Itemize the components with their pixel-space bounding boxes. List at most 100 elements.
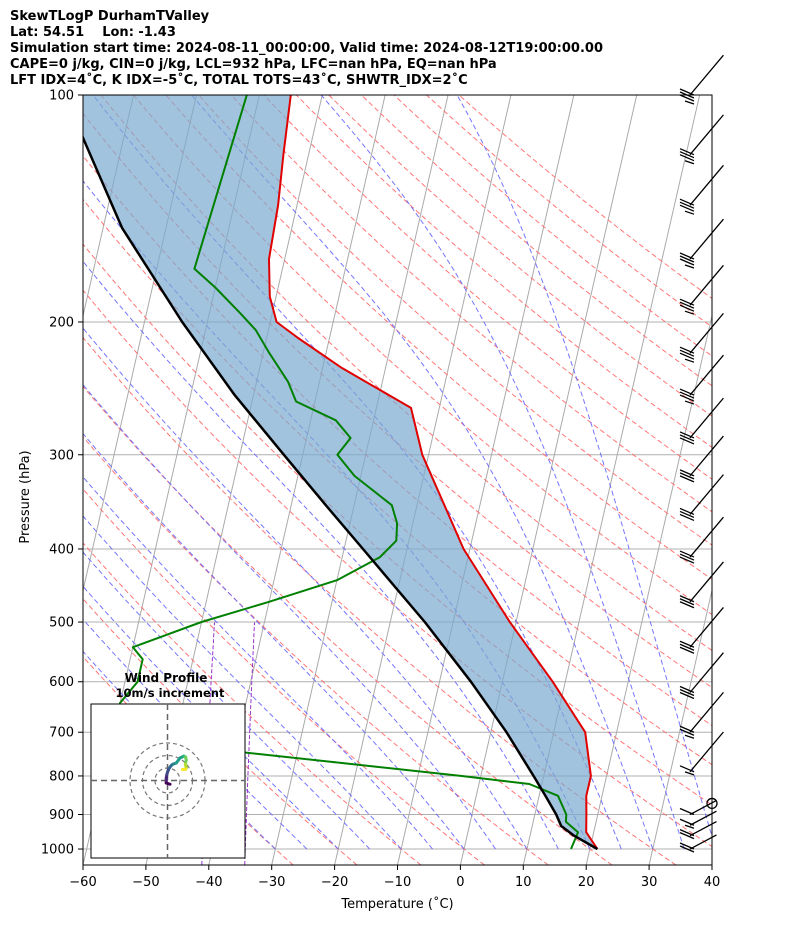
time-label: Simulation start time: 2024-08-11_00:00:… xyxy=(10,41,603,56)
wind-barb-shaft xyxy=(689,820,717,837)
wind-barb-flag xyxy=(679,472,695,480)
dry-adiabat-line xyxy=(393,95,712,357)
wind-barb-flag xyxy=(679,91,695,99)
wind-barb-flag xyxy=(679,829,695,837)
dry-adiabat-line xyxy=(426,95,712,328)
wind-barb xyxy=(679,474,724,522)
isotherm-line xyxy=(0,95,71,865)
wind-barb-shaft xyxy=(689,164,724,206)
wind-barb-flag xyxy=(679,198,695,206)
x-tick-label: −60 xyxy=(69,875,96,890)
wind-barb-shaft xyxy=(689,561,724,603)
y-tick-label: 1000 xyxy=(41,843,74,858)
dry-adiabat-line xyxy=(361,95,712,387)
wind-barb-shaft xyxy=(689,264,724,306)
wind-barb xyxy=(679,799,717,816)
wind-barb-flag xyxy=(679,388,695,396)
wind-barb-flag xyxy=(679,352,695,360)
y-tick-label: 100 xyxy=(49,89,74,104)
wind-barb xyxy=(679,164,724,215)
location-label: Lat: 54.51 Lon: -1.43 xyxy=(10,25,176,40)
wind-barb-shaft xyxy=(689,435,724,477)
wind-barb xyxy=(679,834,717,853)
wind-barb-flag xyxy=(679,349,695,357)
moist-adiabat-line xyxy=(83,515,402,850)
wind-barb-flag xyxy=(679,434,695,442)
wind-barb-shaft xyxy=(689,799,717,816)
moist-adiabat-line xyxy=(191,95,654,850)
wind-barb-flag xyxy=(679,598,695,606)
isotherm-line xyxy=(711,862,712,865)
wind-barb-shaft xyxy=(689,810,717,826)
parcel-line xyxy=(83,134,599,851)
wind-barb-calm xyxy=(706,797,718,810)
x-tick-label: 0 xyxy=(456,875,464,890)
wind-barb-flag xyxy=(679,346,695,354)
moist-adiabat-line xyxy=(83,260,559,850)
x-tick-label: 20 xyxy=(578,875,595,890)
wind-barb-flag xyxy=(679,148,695,156)
dry-adiabat-line xyxy=(458,95,712,300)
wind-barb-flag xyxy=(679,550,695,558)
wind-barb-shaft xyxy=(689,652,724,693)
x-tick-label: 10 xyxy=(515,875,532,890)
wind-barb-shaft xyxy=(689,606,724,648)
moist-adiabat-line xyxy=(83,585,339,850)
wind-barb-shaft xyxy=(689,474,724,515)
wind-barb-flag xyxy=(679,510,695,519)
wind-barb xyxy=(679,54,724,105)
wind-barb-shaft xyxy=(689,397,724,439)
wind-barb-flag xyxy=(679,475,695,483)
moist-adiabat-line xyxy=(83,618,308,850)
wind-barb-half-flag xyxy=(684,771,695,776)
wind-barb-flag xyxy=(679,595,695,603)
hodograph-title: Wind Profile xyxy=(125,671,208,685)
isotherm-line xyxy=(83,95,135,318)
dry-adiabat-line xyxy=(83,336,677,865)
wind-barb-flag xyxy=(679,842,695,850)
wind-barb xyxy=(679,397,724,445)
dry-adiabat-line xyxy=(83,436,549,865)
wind-barb-half-flag xyxy=(684,358,695,363)
wind-barb-flag xyxy=(679,255,695,263)
wind-barb-flag xyxy=(679,688,695,697)
dry-adiabat-line xyxy=(83,542,422,865)
mixing-ratio-line xyxy=(244,622,255,865)
wind-barb-flag xyxy=(679,301,695,309)
wind-barb-flag xyxy=(679,646,695,654)
x-tick-label: −10 xyxy=(384,875,411,890)
wind-barb-shaft xyxy=(689,312,724,354)
wind-barb-flag xyxy=(679,204,695,212)
wind-barb-flag xyxy=(679,507,695,516)
wind-barb xyxy=(679,354,724,405)
wind-barb xyxy=(679,810,717,829)
plot-area xyxy=(0,95,712,865)
moist-adiabat-line xyxy=(320,95,685,850)
wind-barb-half-flag xyxy=(684,734,695,739)
wind-barb-flag xyxy=(679,154,695,162)
y-tick-label: 600 xyxy=(49,675,74,690)
wind-barb-flag xyxy=(679,765,695,773)
wind-barb-shaft xyxy=(689,731,724,773)
cape-indices-label: CAPE=0 j/kg, CIN=0 j/kg, LCL=932 hPa, LF… xyxy=(10,57,497,72)
wind-barb-flag xyxy=(679,728,695,736)
wind-barb xyxy=(679,731,724,776)
wind-barb-half-flag xyxy=(684,264,695,269)
x-tick-label: 30 xyxy=(641,875,658,890)
wind-barb-flag xyxy=(679,643,695,651)
wind-barb-shaft xyxy=(689,54,724,96)
wind-barb-half-flag xyxy=(684,400,695,405)
x-tick-label: −50 xyxy=(132,875,159,890)
wind-barb xyxy=(679,312,724,363)
wind-barb-flag xyxy=(679,601,695,609)
wind-barb-flag xyxy=(679,252,695,260)
wind-barb-shaft xyxy=(689,516,724,558)
wind-barb xyxy=(679,114,724,165)
dry-adiabat-line xyxy=(295,95,712,448)
wind-barb-half-flag xyxy=(684,310,695,315)
wind-barb xyxy=(679,606,724,654)
wind-barb-shaft xyxy=(689,354,724,396)
temperature-line xyxy=(268,95,599,850)
